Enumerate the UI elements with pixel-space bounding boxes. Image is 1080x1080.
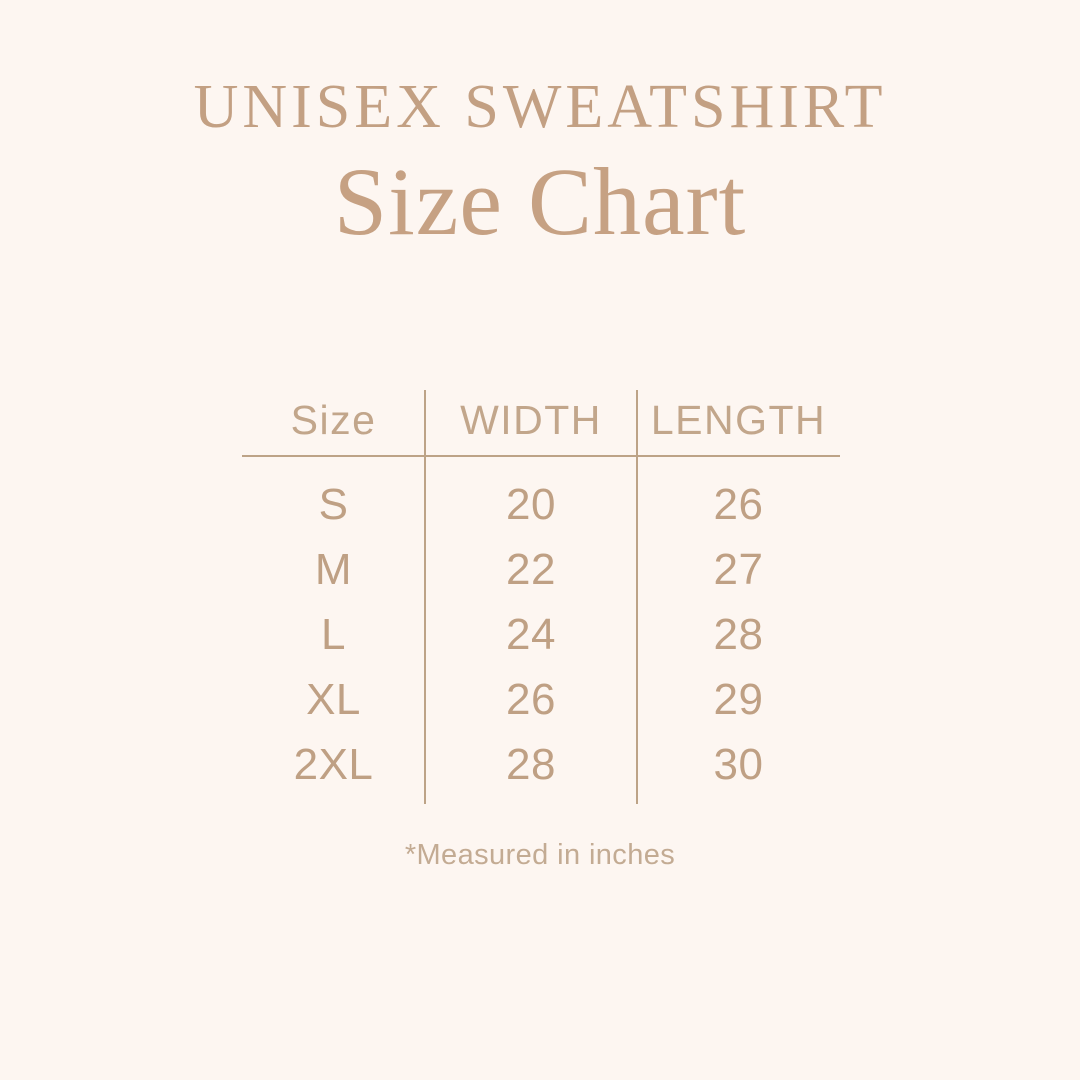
cell-size: 2XL xyxy=(293,740,374,789)
column-header-length: LENGTH xyxy=(650,397,827,443)
cell-width: 26 xyxy=(506,675,556,724)
cell-length: 30 xyxy=(713,740,764,789)
cell-width: 22 xyxy=(506,545,556,594)
column-header-width: WIDTH xyxy=(460,397,602,443)
table-row: XL 26 29 xyxy=(242,667,840,732)
cell-length: 28 xyxy=(713,610,764,659)
cell-length: 26 xyxy=(713,480,764,529)
column-divider-size-width xyxy=(424,390,426,804)
cell-size: L xyxy=(321,610,346,659)
cell-size: M xyxy=(314,545,353,594)
cell-width: 24 xyxy=(506,610,556,659)
cell-width: 20 xyxy=(506,480,556,529)
cell-length: 27 xyxy=(713,545,764,594)
header-divider-rule xyxy=(242,455,840,457)
table-row: L 24 28 xyxy=(242,602,840,667)
cell-length: 29 xyxy=(713,675,764,724)
measurement-note: *Measured in inches xyxy=(404,839,676,871)
cell-size: XL xyxy=(306,675,361,724)
page-subtitle: Size Chart xyxy=(333,148,747,255)
column-divider-width-length xyxy=(636,390,638,804)
page-title: UNISEX SWEATSHIRT xyxy=(193,73,887,141)
column-header-size: Size xyxy=(290,397,377,443)
table-row: M 22 27 xyxy=(242,537,840,602)
title-block: UNISEX SWEATSHIRT Size Chart xyxy=(0,76,1080,250)
cell-width: 28 xyxy=(506,740,556,789)
size-table: Size WIDTH LENGTH S 20 26 M 22 27 L xyxy=(242,386,840,797)
table-row: 2XL 28 30 xyxy=(242,732,840,797)
size-table-wrapper: Size WIDTH LENGTH S 20 26 M 22 27 L xyxy=(242,386,840,804)
table-header-row: Size WIDTH LENGTH xyxy=(242,386,840,456)
table-row: S 20 26 xyxy=(242,456,840,537)
size-table-header: Size WIDTH LENGTH xyxy=(242,386,840,456)
size-table-body: S 20 26 M 22 27 L 24 28 XL 26 29 xyxy=(242,456,840,797)
cell-size: S xyxy=(318,480,349,529)
